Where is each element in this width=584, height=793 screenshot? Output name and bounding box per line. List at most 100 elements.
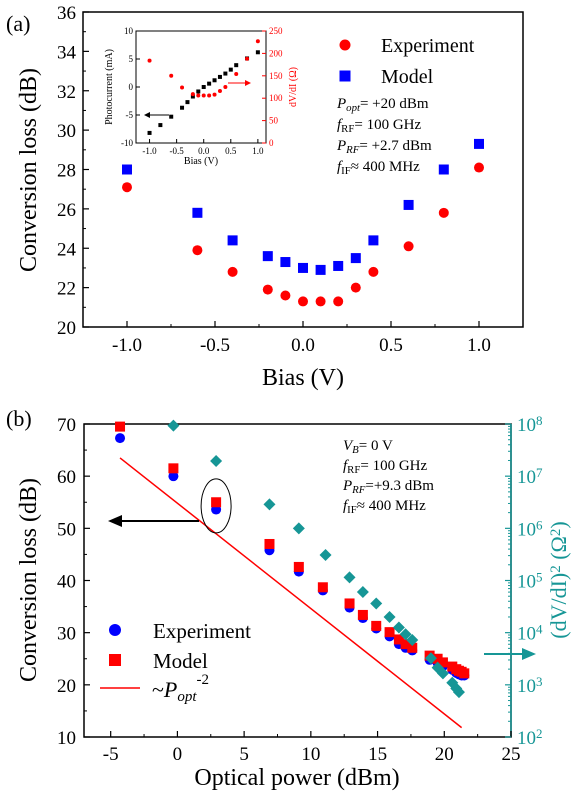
panel-a-point-model [192,207,203,218]
panel-a-point-model [474,138,484,149]
inset-point-dvdi [245,56,250,61]
inset-frame [135,30,267,144]
inset-point-photocurrent [196,89,201,94]
panel-b-point-model [407,642,418,653]
panel-a-ytick-label: 20 [57,318,76,339]
panel-a-point-model [298,262,308,273]
panel-a-point-model [403,199,414,210]
panel-b-legend-label-model: Model [153,649,208,673]
panel-b-point-dvdi-squared [399,628,412,641]
panel-b-point-model [293,561,304,572]
panel-b-legend-label-experiment: Experiment [153,619,251,643]
panel-b-point-dvdi-squared [263,498,276,511]
panel-a-legend-label-experiment: Experiment [381,35,475,57]
inset-point-dvdi [207,93,212,98]
panel-b-ytick-label: 20 [57,676,76,697]
inset-ytick-right-label: 200 [269,48,283,58]
panel-b-arrow-left-head [108,515,122,527]
panel-b-legend-label-power-law: ~Popt-2 [152,672,209,705]
panel-b-point-dvdi-squared [424,652,437,665]
panel-b-y2tick-label: 107 [517,465,543,488]
inset-point-dvdi [169,73,174,78]
inset-ytick-left-label: -10 [121,138,133,148]
panel-a-point-model [438,164,449,175]
panel-a-ytick-label: 26 [57,200,76,221]
panel-a-xtick-label: 0.5 [379,335,403,356]
inset-point-dvdi [212,92,217,97]
panel-b-point-dvdi-squared [452,686,465,699]
inset-point-photocurrent [180,105,185,110]
inset-ytick-left-label: 5 [129,54,134,64]
panel-a-annotation: fIF≈ 400 MHz [337,159,420,177]
inset-point-photocurrent [217,74,222,79]
panel-b-point-model [211,497,222,508]
panel-a-xlabel: Bias (V) [262,365,344,391]
panel-b-point-dvdi-squared [370,597,383,610]
panel-a-legend-marker-model [339,70,351,82]
inset-point-dvdi [180,85,185,90]
panel-a-legend-label-model: Model [381,66,434,88]
panel-b-point-model [393,634,404,645]
panel-b-point-model [357,609,368,620]
panel-b-xtick-label: -5 [103,744,119,765]
panel-b-point-model [317,582,328,593]
inset-xtick-label: -0.5 [170,146,185,156]
panel-a-point-experiment [227,266,238,277]
inset-arrow-left-head [144,112,150,118]
panel-a-point-experiment [280,290,291,301]
panel-a-point-experiment [262,284,273,295]
panel-a-point-model [368,235,379,246]
inset-ytick-left-label: 10 [124,26,134,36]
panel-b-annotation: PRF=+9.3 dBm [342,478,434,496]
panel-a-ytick-label: 24 [57,239,77,260]
panel-b-xtick-label: 0 [173,744,183,765]
panel-a-point-experiment [438,207,449,218]
inset-point-dvdi [196,93,201,98]
inset-point-dvdi [217,89,222,94]
panel-b-point-model [371,620,382,631]
panel-b-xtick-label: 10 [301,744,320,765]
panel-b-point-model [264,538,275,549]
panel-a-point-experiment [298,296,308,307]
panel-b-point-dvdi-squared [210,455,223,468]
panel-b-ytick-label: 70 [57,415,76,436]
panel-b-ytick-label: 30 [57,624,76,645]
panel-b-xtick-label: 25 [502,744,521,765]
panel-a-point-model [333,260,344,271]
panel-b-point-dvdi-squared [343,571,356,584]
inset-point-photocurrent [212,78,217,83]
panel-a-xtick-label: -1.0 [112,335,142,356]
panel-b-frame [83,423,512,738]
panel-b-xtick-label: 20 [435,744,454,765]
panel-b-legend-marker-experiment [109,624,121,636]
panel-a-point-model [227,235,238,246]
panel-b-ytick-label: 10 [57,728,76,749]
inset-point-photocurrent [255,50,260,55]
panel-a-point-model [122,164,132,175]
panel-b-point-model [400,639,411,650]
panel-a-xtick-label: -0.5 [200,335,230,356]
panel-a-point-experiment [315,296,326,307]
panel-a-point-model [350,253,361,264]
panel-a-label: (a) [6,11,30,36]
panel-a-ytick-label: 34 [57,42,77,63]
panel-b-y2tick-label: 103 [517,674,543,697]
panel-a-ytick-label: 32 [57,82,76,103]
inset-arrow-right-head [245,80,251,86]
inset-ytick-right-label: 100 [269,93,283,103]
inset-point-photocurrent [185,100,190,105]
panel-a-ylabel: Conversion loss (dB) [16,68,42,272]
panel-a-point-model [315,264,326,275]
inset-point-photocurrent [169,114,174,119]
inset-ytick-right-label: 50 [269,116,279,126]
panel-b-point-model [115,421,126,432]
panel-b-point-dvdi-squared [292,522,305,535]
panel-b-xtick-label: 5 [239,744,249,765]
inset-xtick-label: 0.5 [225,146,237,156]
panel-b-y2label: (dV/dI)2 (Ω2) [546,521,571,639]
inset-xlabel: Bias (V) [184,156,218,167]
inset-point-photocurrent [158,123,163,128]
panel-a-point-experiment [350,282,361,293]
panel-a-legend-marker-experiment [339,39,351,51]
